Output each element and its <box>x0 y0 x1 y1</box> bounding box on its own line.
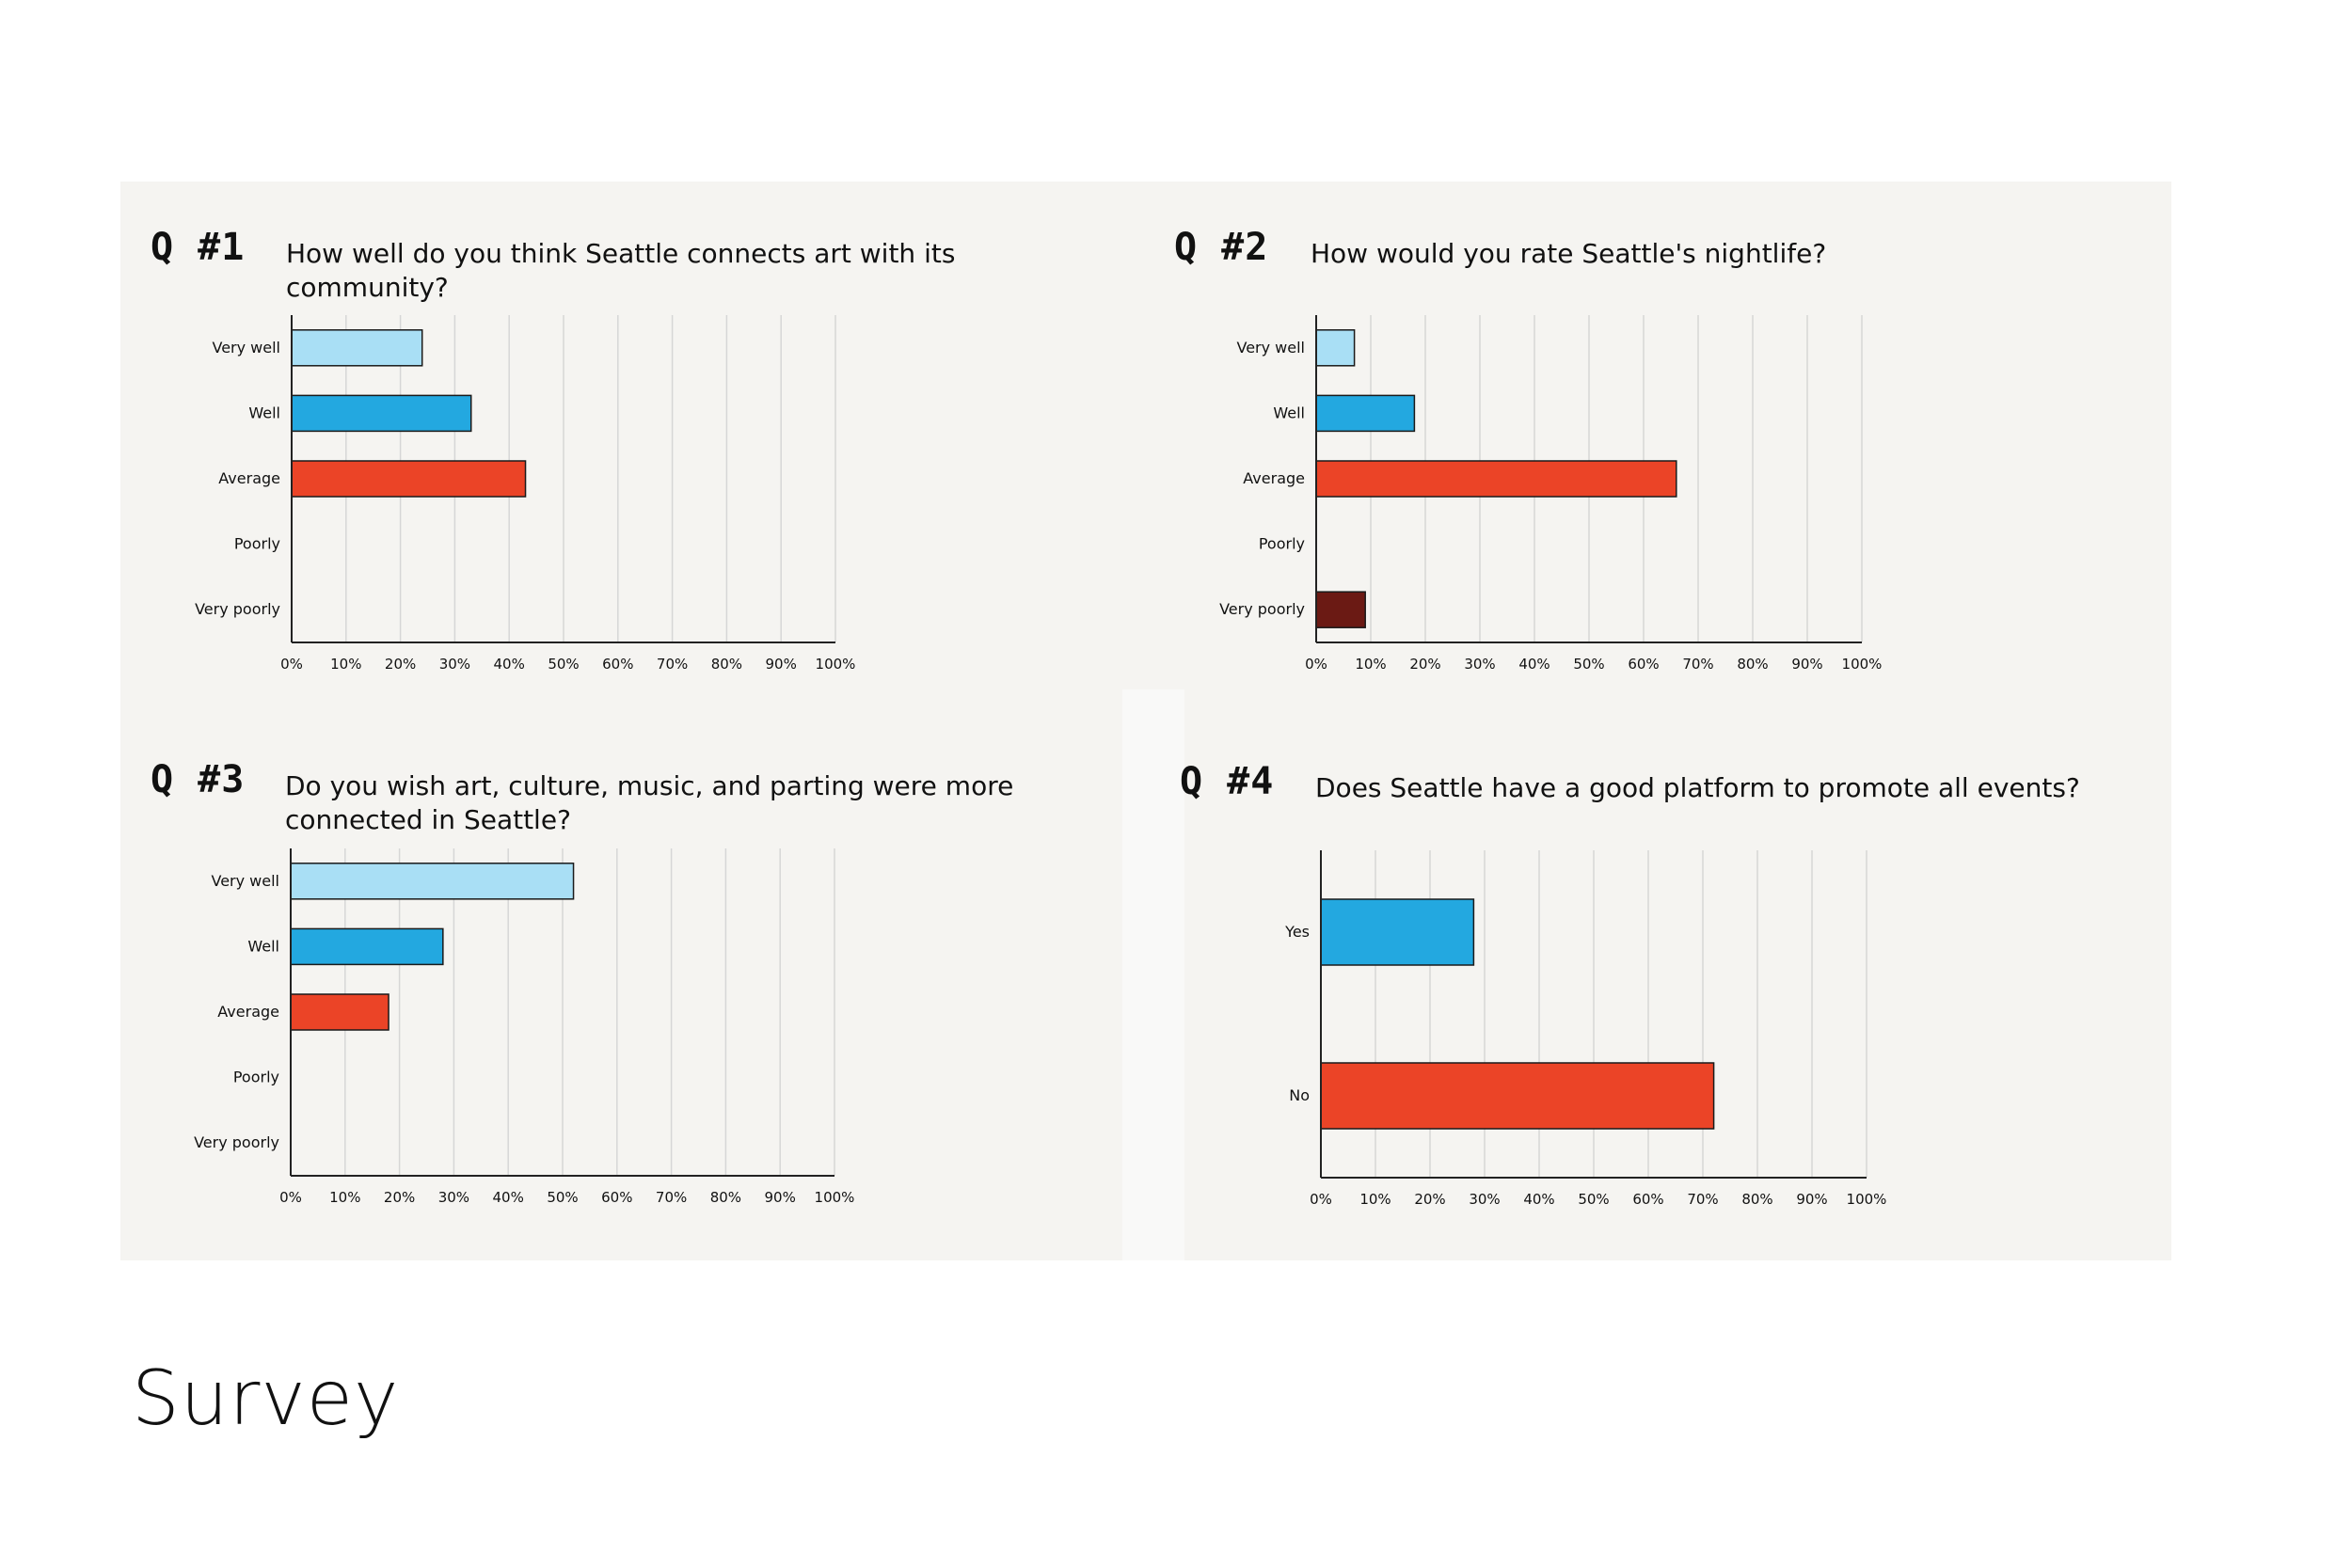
x-tick-label: 20% <box>384 1189 415 1206</box>
bar <box>291 394 472 433</box>
x-tick-label: 50% <box>547 1189 578 1206</box>
x-tick-label: 100% <box>1842 656 1883 673</box>
question-2-number: Q #2 <box>1174 226 1269 269</box>
question-1-text: How well do you think Seattle connects a… <box>286 238 956 303</box>
x-tick-label: 60% <box>1632 1191 1663 1208</box>
category-label: Yes <box>1284 923 1310 941</box>
question-4-text: Does Seattle have a good platform to pro… <box>1315 772 2080 803</box>
x-tick-label: 90% <box>766 656 797 673</box>
x-tick-label: 90% <box>1791 656 1822 673</box>
bar <box>1315 591 1366 628</box>
question-1-number: Q #1 <box>151 226 246 269</box>
x-tick-label: 30% <box>438 1189 469 1206</box>
category-label: Poorly <box>233 1069 279 1086</box>
chart-q4: 0% 10% 20% 30% 40% 50% 60% 70% 80% 90% 100% Yes No <box>1284 850 1887 1208</box>
bar <box>1320 1062 1715 1130</box>
x-tick-label: 60% <box>602 656 633 673</box>
bar <box>290 993 389 1031</box>
x-tick-label: 50% <box>548 656 579 673</box>
x-tick-label: 40% <box>494 656 525 673</box>
bar <box>290 863 575 900</box>
x-tick-label: 40% <box>1523 1191 1554 1208</box>
x-tick-label: 90% <box>765 1189 796 1206</box>
x-tick-label: 60% <box>1628 656 1659 673</box>
x-tick-label: 90% <box>1796 1191 1827 1208</box>
x-tick-label: 20% <box>1409 656 1440 673</box>
page-title: Survey <box>132 1354 400 1442</box>
x-tick-label: 40% <box>1518 656 1549 673</box>
x-tick-label: 70% <box>656 1189 687 1206</box>
x-tick-label: 0% <box>1305 656 1327 673</box>
category-label: No <box>1289 1086 1310 1104</box>
bar <box>291 460 527 498</box>
x-tick-label: 80% <box>1741 1191 1772 1208</box>
chart-q3: 0% 10% 20% 30% 40% 50% 60% 70% 80% 90% 100% Very we… <box>194 848 855 1206</box>
category-label: Very well <box>1237 339 1306 356</box>
x-tick-label: 70% <box>657 656 688 673</box>
x-tick-label: 70% <box>1682 656 1713 673</box>
x-tick-label: 0% <box>280 656 303 673</box>
category-label: Well <box>247 937 279 955</box>
bar <box>291 329 423 367</box>
question-4-number: Q #4 <box>1180 760 1275 803</box>
chart-q1: 0% 10% 20% 30% 40% 50% 60% 70% 80% 90% 100% Very we… <box>195 315 856 673</box>
x-tick-label: 20% <box>385 656 416 673</box>
panel-seam <box>1122 689 1184 1260</box>
x-tick-label: 80% <box>711 656 742 673</box>
category-label: Poorly <box>1259 535 1305 553</box>
panel-background-top <box>120 182 2171 722</box>
category-label: Average <box>217 1003 279 1021</box>
category-label: Well <box>1273 404 1305 421</box>
x-tick-label: 0% <box>279 1189 302 1206</box>
category-label: Very poorly <box>194 1133 279 1151</box>
x-tick-label: 40% <box>493 1189 524 1206</box>
bar <box>1315 329 1356 367</box>
category-label: Very well <box>213 339 281 356</box>
x-tick-label: 100% <box>1847 1191 1887 1208</box>
category-label: Average <box>1243 469 1305 487</box>
bar <box>1315 460 1677 498</box>
x-tick-label: 10% <box>1359 1191 1391 1208</box>
x-tick-label: 80% <box>710 1189 741 1206</box>
x-tick-label: 100% <box>816 656 856 673</box>
question-2-text: How would you rate Seattle's nightlife? <box>1311 238 1827 269</box>
question-3-number: Q #3 <box>151 758 246 801</box>
x-tick-label: 60% <box>601 1189 632 1206</box>
x-tick-label: 20% <box>1414 1191 1445 1208</box>
bar <box>1315 394 1416 433</box>
x-tick-label: 0% <box>1310 1191 1332 1208</box>
x-tick-label: 10% <box>330 656 361 673</box>
category-label: Well <box>248 404 280 421</box>
x-tick-label: 50% <box>1578 1191 1609 1208</box>
x-tick-label: 30% <box>439 656 470 673</box>
category-label: Very well <box>212 872 280 890</box>
category-label: Very poorly <box>195 600 280 618</box>
x-tick-label: 80% <box>1737 656 1768 673</box>
question-3-text: Do you wish art, culture, music, and par… <box>285 770 1014 835</box>
bar <box>1320 898 1475 966</box>
category-label: Very poorly <box>1219 600 1305 618</box>
x-tick-label: 100% <box>815 1189 855 1206</box>
x-tick-label: 10% <box>329 1189 360 1206</box>
x-tick-label: 50% <box>1573 656 1604 673</box>
category-label: Poorly <box>234 535 280 553</box>
chart-q2: 0% 10% 20% 30% 40% 50% 60% 70% 80% 90% 100% Very we… <box>1219 315 1883 673</box>
x-tick-label: 30% <box>1469 1191 1500 1208</box>
category-label: Average <box>218 469 280 487</box>
bar <box>290 927 444 966</box>
x-tick-label: 10% <box>1355 656 1386 673</box>
x-tick-label: 70% <box>1687 1191 1718 1208</box>
x-tick-label: 30% <box>1464 656 1495 673</box>
